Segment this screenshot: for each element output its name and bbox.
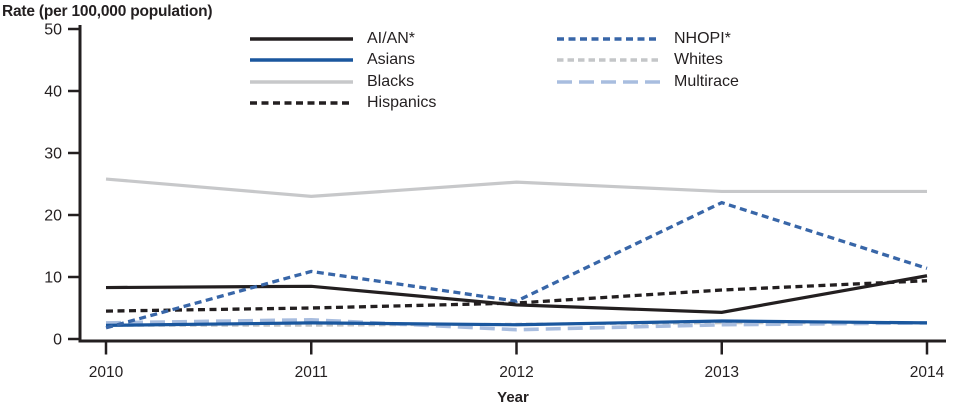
y-tick-label: 0 (53, 332, 62, 349)
series-line-blacks (105, 177, 927, 199)
y-tick-label: 30 (44, 146, 62, 163)
y-tick-label: 20 (44, 208, 62, 225)
chart-title: Rate (per 100,000 population) (2, 3, 213, 20)
series-line-ai-an (105, 274, 928, 314)
x-tick-label: 2010 (89, 364, 124, 381)
axes: 0 10 20 30 40 50 2010 2011 2012 2013 2014 (44, 22, 946, 381)
x-tick-label: 2011 (295, 364, 328, 381)
y-tick-label: 50 (44, 22, 62, 39)
y-tick-label: 40 (44, 84, 62, 101)
series-line-nhopi (105, 200, 928, 330)
x-tick-label: 2013 (705, 364, 739, 381)
series-line-asians (105, 319, 928, 327)
series-line-hispanics (105, 279, 928, 313)
x-tick-label: 2014 (910, 364, 945, 381)
y-tick-label: 10 (44, 270, 62, 287)
series-line-multirace (105, 317, 928, 332)
x-axis-title: Year (497, 389, 529, 406)
x-tick-label: 2012 (499, 364, 533, 381)
